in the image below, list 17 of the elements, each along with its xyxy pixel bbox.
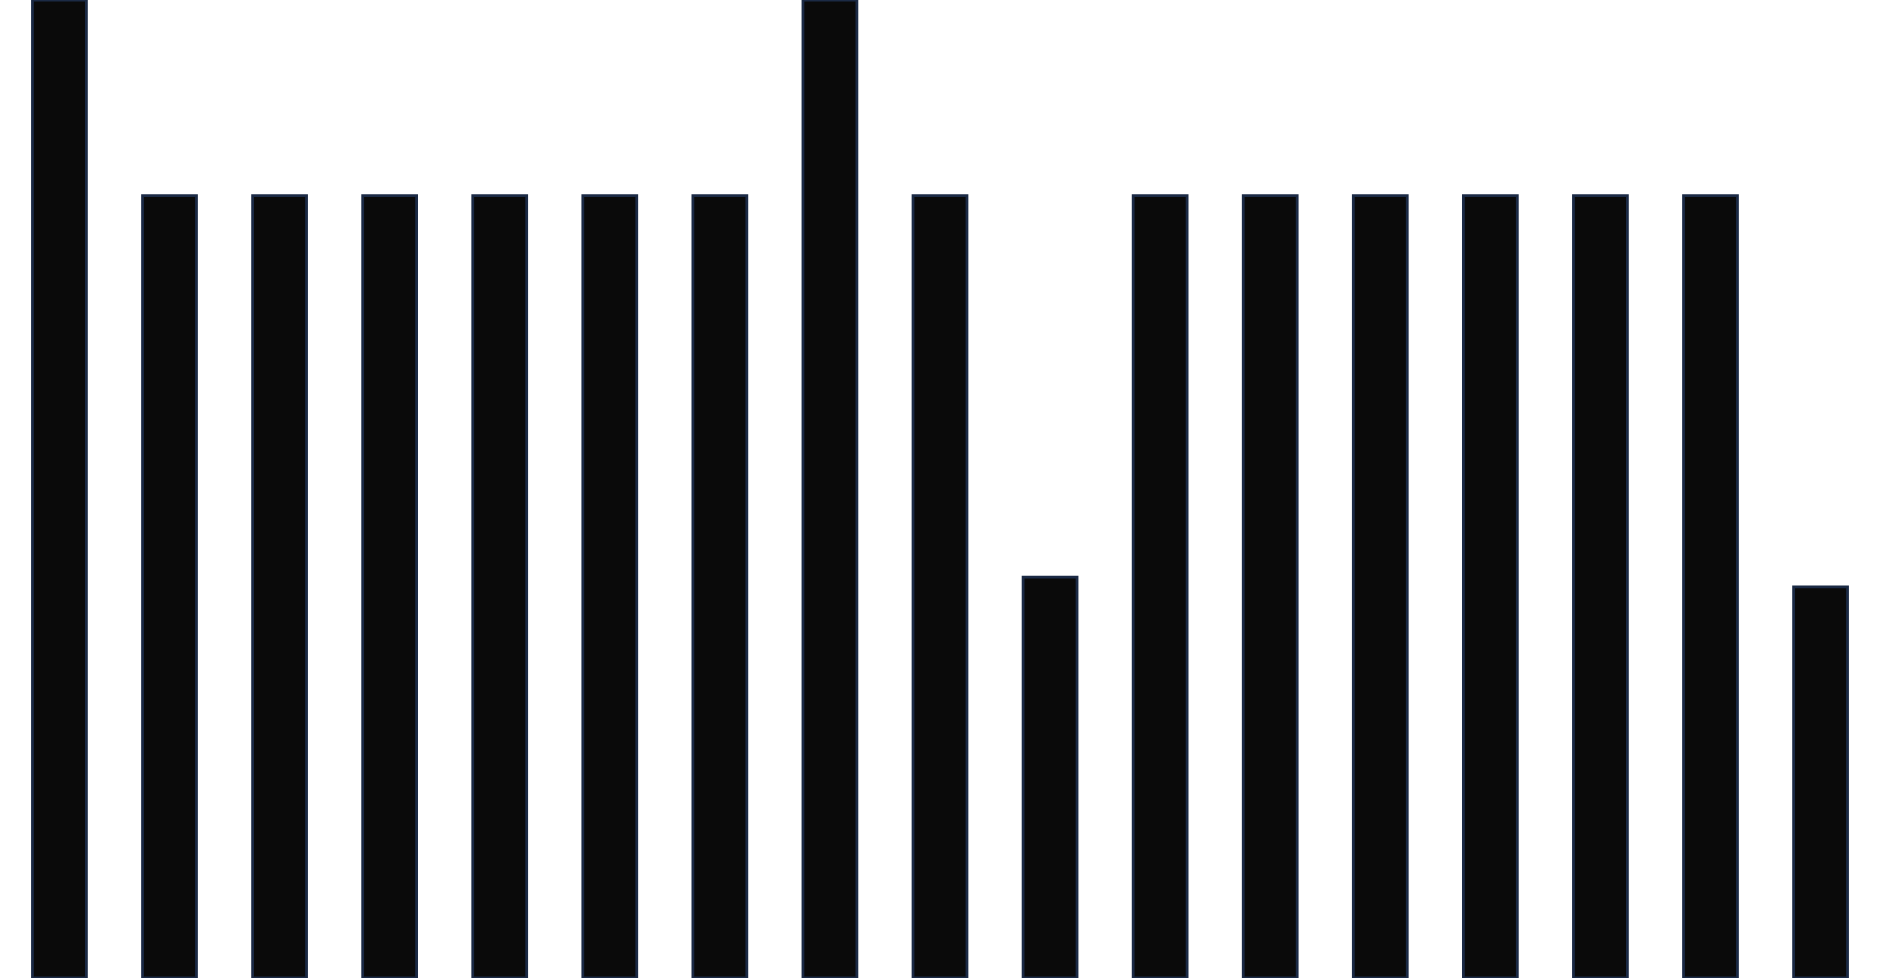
bar (1792, 585, 1849, 978)
bar (1241, 194, 1299, 978)
bar (801, 0, 859, 978)
bar (1351, 194, 1409, 978)
bar (31, 0, 88, 978)
bar (141, 194, 198, 978)
bar (1131, 194, 1189, 978)
bar (1682, 194, 1739, 978)
bar (361, 194, 419, 978)
bar (1461, 194, 1519, 978)
bar (911, 194, 969, 978)
bar (1021, 575, 1079, 978)
bar (251, 194, 308, 978)
bar (691, 194, 749, 978)
bar (581, 194, 639, 978)
bar (1572, 194, 1629, 978)
bar (471, 194, 529, 978)
